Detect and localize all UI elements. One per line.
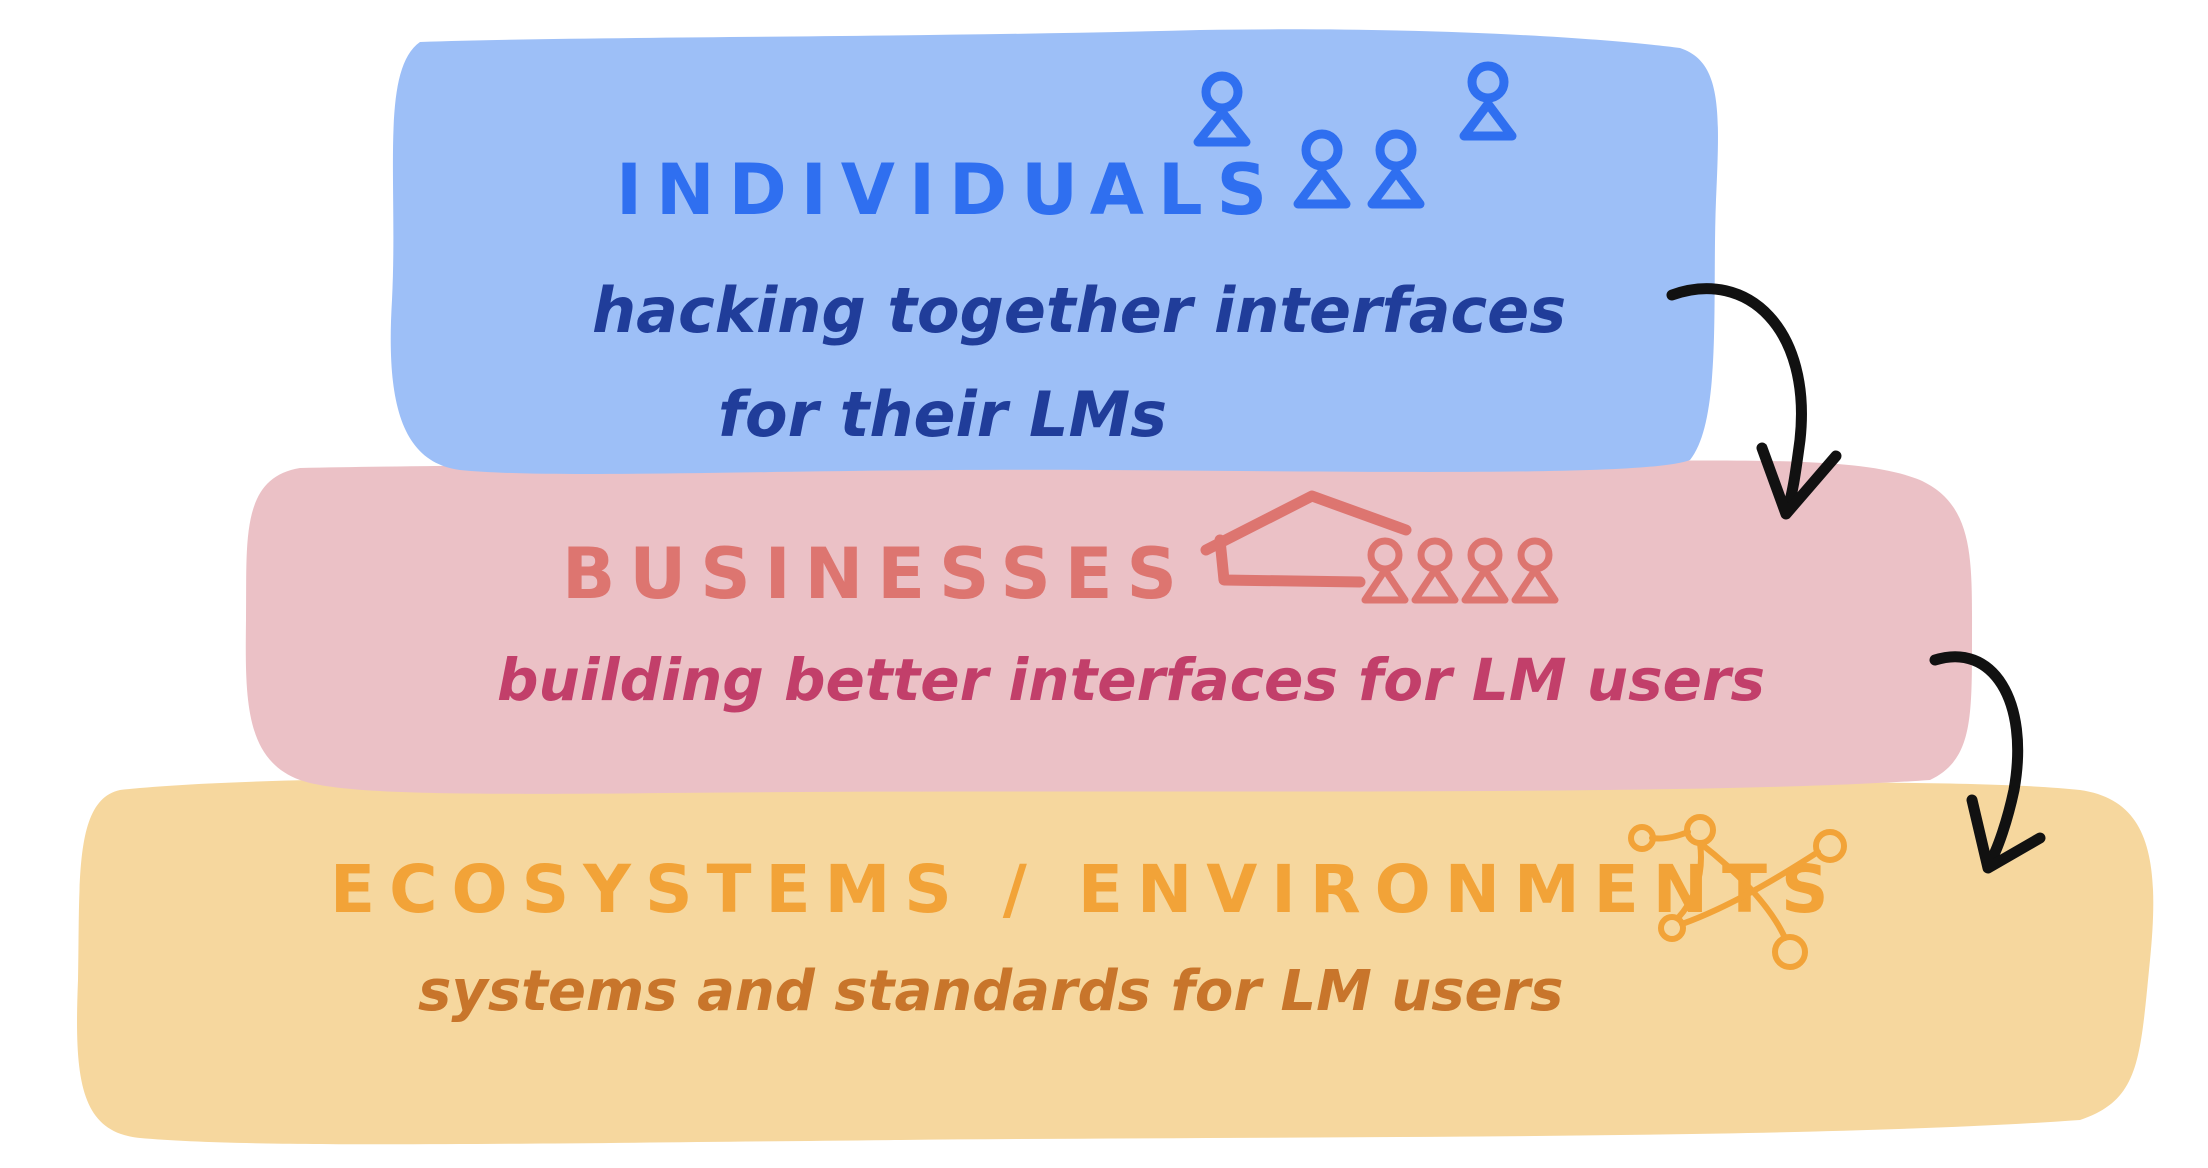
layer-ecosystems: ECOSYSTEMS / ENVIRONMENTS systems and st… — [77, 777, 2154, 1145]
ecosystems-title: ECOSYSTEMS / ENVIRONMENTS — [330, 851, 1843, 928]
curved-arrow-icon — [1929, 651, 2024, 872]
businesses-band — [245, 460, 1973, 794]
network-graph-icon — [1628, 814, 1847, 970]
businesses-title: BUSINESSES — [562, 533, 1191, 615]
ecosystems-description: systems and standards for LM users — [418, 959, 1563, 1024]
person-glyph — [1361, 537, 1559, 604]
ecosystems-band — [77, 777, 2154, 1145]
curved-arrow-icon — [1666, 283, 1807, 518]
individuals-title: INDIVIDUALS — [616, 149, 1281, 231]
people-icon — [1193, 61, 1517, 209]
individuals-description-line-1: hacking together interfaces — [592, 274, 1566, 347]
arrow-individuals-to-businesses — [1666, 283, 1842, 520]
arrow-businesses-to-ecosystems — [1929, 651, 2046, 874]
arrowhead — [1756, 442, 1842, 520]
layer-individuals: INDIVIDUALS hacking together interfaces … — [390, 29, 1718, 475]
arrowhead — [1966, 794, 2046, 874]
individuals-description-line-2: for their LMs — [718, 378, 1167, 451]
businesses-description: building better interfaces for LM users — [497, 646, 1765, 714]
layer-businesses: BUSINESSES building better interfaces fo… — [245, 460, 1973, 794]
building-with-people-icon — [1200, 490, 1559, 604]
